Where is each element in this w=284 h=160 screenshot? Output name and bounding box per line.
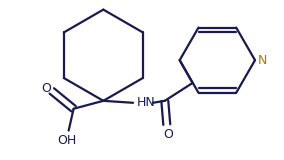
Text: N: N: [257, 54, 267, 67]
Text: O: O: [41, 82, 51, 95]
Text: OH: OH: [57, 134, 76, 147]
Text: HN: HN: [137, 96, 155, 109]
Text: O: O: [163, 128, 173, 141]
